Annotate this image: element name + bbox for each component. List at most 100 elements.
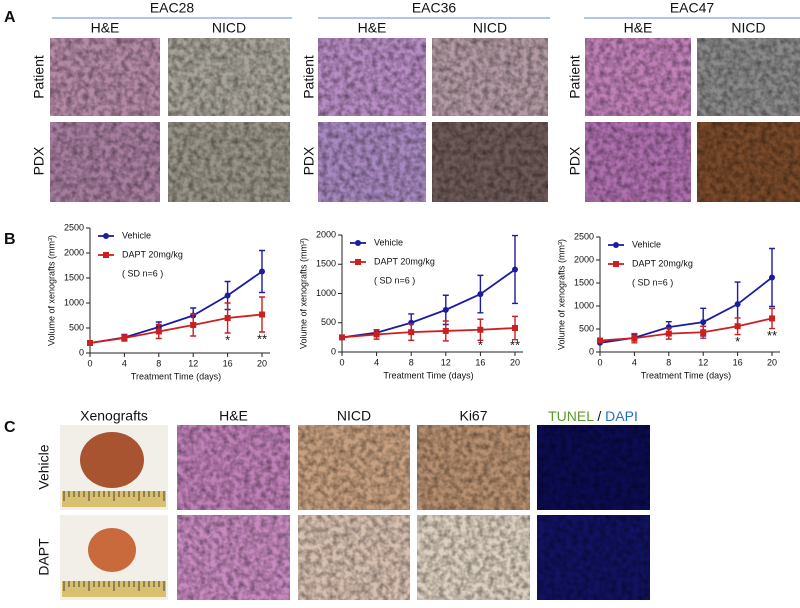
panel-text: EAC28 H&E NICD Patient PDX EAC36 H&E NICD Patien…	[31, 0, 800, 576]
significance: *	[478, 337, 483, 352]
micrograph-texture	[537, 425, 650, 510]
y-tick-label: 2000	[64, 247, 84, 257]
line-chart: 0 500 1000 1500 2000 2500 0 4 8 12 16 20 Treatment T…	[46, 222, 270, 381]
legend-label: DAPT 20mg/kg	[374, 256, 435, 266]
x-tick-label: 12	[441, 357, 451, 367]
x-tick-label: 0	[339, 357, 344, 367]
column-header: TUNEL / DAPI	[548, 408, 638, 424]
y-tick-label: 0	[79, 347, 84, 357]
micrograph-texture	[697, 122, 800, 202]
significance: **	[510, 337, 520, 352]
micrograph-texture	[417, 515, 530, 600]
note: ( SD n=6 )	[122, 268, 163, 278]
marker	[224, 292, 231, 299]
x-axis-label: Treatment Time (days)	[383, 370, 473, 380]
y-tick-label: 2000	[316, 229, 336, 239]
y-tick-label: 500	[69, 322, 84, 332]
marker	[477, 326, 484, 333]
legend-label: Vehicle	[632, 239, 661, 249]
micrograph-texture	[585, 38, 691, 116]
y-tick-label: 1500	[574, 277, 594, 287]
marker	[259, 268, 265, 275]
column-header: NICD	[473, 20, 507, 36]
header-part: DAPI	[601, 408, 638, 424]
marker	[339, 334, 345, 341]
legend-label: DAPT 20mg/kg	[122, 249, 183, 259]
x-tick-label: 8	[666, 357, 671, 367]
x-tick-label: 8	[156, 358, 161, 368]
column-header: H&E	[91, 20, 120, 36]
row-label: Vehicle	[36, 444, 52, 489]
marker	[734, 323, 741, 330]
micrograph-texture	[318, 122, 426, 202]
marker	[700, 329, 707, 336]
marker	[442, 306, 449, 313]
x-tick-label: 8	[409, 357, 414, 367]
micrograph-texture	[585, 122, 691, 202]
y-axis-label: Volume of xenografts (mm³)	[298, 238, 308, 349]
micrograph-texture	[168, 38, 290, 116]
x-tick-label: 0	[87, 358, 92, 368]
micrograph-texture	[417, 425, 530, 510]
group-title: EAC36	[412, 0, 457, 16]
marker	[224, 315, 231, 321]
marker	[259, 311, 265, 318]
marker	[631, 335, 638, 342]
column-header: NICD	[731, 20, 765, 36]
micrograph-texture	[177, 515, 290, 600]
row-label: Patient	[31, 55, 47, 99]
marker	[769, 315, 775, 322]
header-part: /	[594, 408, 602, 424]
significance: **	[257, 331, 267, 346]
marker	[408, 329, 415, 336]
series-line	[599, 317, 773, 342]
y-tick-label: 2500	[64, 222, 84, 232]
series-line	[341, 268, 516, 339]
legend-marker	[613, 261, 619, 267]
x-axis-label: Treatment Time (days)	[641, 370, 731, 380]
tumor	[80, 432, 144, 488]
note: ( SD n=6 )	[374, 275, 415, 285]
micrograph-texture	[318, 38, 426, 116]
panel-label: B	[4, 231, 16, 248]
y-tick-label: 500	[321, 317, 336, 327]
micrograph-texture	[697, 38, 800, 116]
y-tick-label: 1500	[316, 259, 336, 269]
x-tick-label: 12	[698, 357, 708, 367]
y-tick-label: 1000	[574, 300, 594, 310]
legend-marker	[355, 259, 361, 265]
column-header: Xenografts	[80, 408, 148, 424]
x-tick-label: 16	[475, 357, 485, 367]
legend-marker	[103, 252, 109, 258]
column-header: H&E	[358, 20, 387, 36]
y-tick-label: 1000	[316, 288, 336, 298]
y-axis-label: Volume of xenografts (mm³)	[46, 235, 56, 346]
legend-marker	[613, 242, 619, 248]
y-tick-label: 0	[589, 346, 594, 356]
panel-label: A	[4, 9, 16, 26]
x-tick-label: 20	[257, 358, 267, 368]
micrograph-texture	[50, 122, 160, 202]
marker	[190, 322, 197, 328]
significance: *	[735, 334, 740, 349]
marker	[512, 266, 518, 273]
column-header: H&E	[624, 20, 653, 36]
x-tick-label: 20	[510, 357, 520, 367]
column-header: H&E	[219, 408, 248, 424]
group-title: EAC47	[670, 0, 715, 16]
micrograph-texture	[168, 122, 290, 202]
x-tick-label: 4	[632, 357, 637, 367]
legend-label: DAPT 20mg/kg	[632, 258, 693, 268]
series-line	[89, 270, 263, 344]
legend-marker	[103, 233, 109, 239]
x-tick-label: 16	[223, 358, 233, 368]
panel-label: C	[4, 419, 16, 436]
x-tick-label: 12	[188, 358, 198, 368]
micrograph-texture	[298, 425, 410, 510]
column-header: NICD	[337, 408, 371, 424]
row-label: DAPT	[36, 538, 52, 576]
marker	[597, 337, 603, 344]
marker	[442, 327, 449, 334]
note: ( SD n=6 )	[632, 277, 673, 287]
